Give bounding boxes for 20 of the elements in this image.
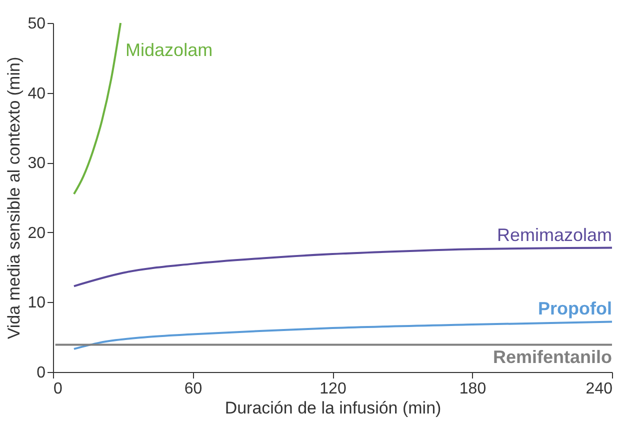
line-series <box>72 320 613 350</box>
y-tick-label: 50 <box>28 16 46 32</box>
series-label: Propofol <box>538 298 612 319</box>
line-series <box>72 22 122 196</box>
x-tick-label: 60 <box>184 380 202 398</box>
x-tick-label: 0 <box>54 380 62 398</box>
series-label: Remimazolam <box>496 224 612 245</box>
x-tick-label: 180 <box>459 380 486 398</box>
y-tick-label: 30 <box>28 155 46 172</box>
y-tick-label: 10 <box>28 294 46 312</box>
y-tick-label: 20 <box>28 224 46 242</box>
series-label: Midazolam <box>126 40 213 60</box>
y-tick-label: 40 <box>28 85 46 102</box>
series-label: Remifentanilo <box>492 346 612 367</box>
line-series <box>72 246 613 288</box>
x-tick-label: 240 <box>586 380 613 398</box>
y-axis-title: Vida media sensible al contexto (min) <box>4 56 24 340</box>
y-tick-label: 0 <box>36 364 46 382</box>
x-axis-title: Duración de la infusión (min) <box>224 398 442 418</box>
x-tick-label: 120 <box>320 380 346 398</box>
